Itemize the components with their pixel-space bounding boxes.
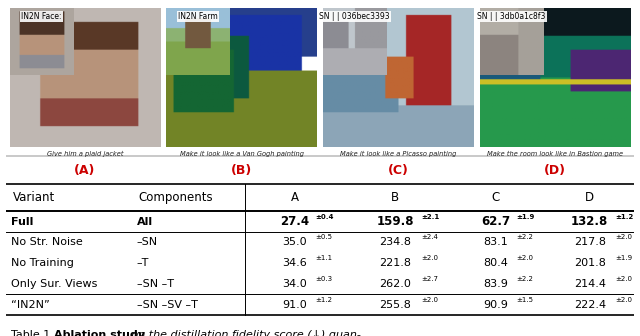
Text: 27.4: 27.4 xyxy=(280,215,310,228)
Text: IN2N Face:: IN2N Face: xyxy=(21,12,61,21)
Text: ±2.0: ±2.0 xyxy=(421,255,438,261)
Text: A: A xyxy=(291,191,299,204)
Text: Ablation study: Ablation study xyxy=(54,330,145,336)
Text: ±1.1: ±1.1 xyxy=(316,255,333,261)
Text: 201.8: 201.8 xyxy=(573,258,605,268)
Text: Table 1.: Table 1. xyxy=(12,330,58,336)
Text: ±2.2: ±2.2 xyxy=(516,235,533,241)
Text: ±2.7: ±2.7 xyxy=(421,276,438,282)
Text: Make it look like a Van Gogh painting: Make it look like a Van Gogh painting xyxy=(180,151,303,157)
Text: (D): (D) xyxy=(544,164,566,177)
Text: (B): (B) xyxy=(231,164,252,177)
Text: ±2.0: ±2.0 xyxy=(421,297,438,303)
Text: 222.4: 222.4 xyxy=(573,300,605,309)
Text: Give him a plaid jacket: Give him a plaid jacket xyxy=(47,151,123,157)
Text: 91.0: 91.0 xyxy=(282,300,307,309)
Text: ±2.2: ±2.2 xyxy=(516,276,533,282)
Text: ±1.2: ±1.2 xyxy=(616,214,634,220)
Text: ±2.4: ±2.4 xyxy=(421,235,438,241)
Text: 35.0: 35.0 xyxy=(283,237,307,247)
Text: No Training: No Training xyxy=(12,258,74,268)
Text: –SN: –SN xyxy=(137,237,158,247)
Text: –SN –SV –T: –SN –SV –T xyxy=(137,300,198,309)
Text: Variant: Variant xyxy=(13,191,55,204)
Text: Full: Full xyxy=(12,217,34,226)
Text: Only Sur. Views: Only Sur. Views xyxy=(12,279,98,289)
Text: 83.9: 83.9 xyxy=(483,279,508,289)
Text: B: B xyxy=(391,191,399,204)
Text: 62.7: 62.7 xyxy=(481,215,510,228)
Text: ±1.9: ±1.9 xyxy=(616,255,632,261)
Text: SN | | 036bec3393: SN | | 036bec3393 xyxy=(319,12,390,21)
Text: ±2.0: ±2.0 xyxy=(516,255,533,261)
Text: Components: Components xyxy=(138,191,212,204)
Text: 83.1: 83.1 xyxy=(483,237,508,247)
Text: 262.0: 262.0 xyxy=(380,279,412,289)
Text: All: All xyxy=(137,217,153,226)
Text: 221.8: 221.8 xyxy=(380,258,412,268)
Text: ±1.2: ±1.2 xyxy=(316,297,333,303)
Text: No Str. Noise: No Str. Noise xyxy=(12,237,83,247)
Text: IN2N Farm: IN2N Farm xyxy=(178,12,218,21)
Text: 90.9: 90.9 xyxy=(483,300,508,309)
Text: ±1.5: ±1.5 xyxy=(516,297,533,303)
Text: “IN2N”: “IN2N” xyxy=(12,300,50,309)
Text: ±2.1: ±2.1 xyxy=(421,214,439,220)
Text: 234.8: 234.8 xyxy=(380,237,412,247)
Text: ±2.0: ±2.0 xyxy=(616,297,632,303)
Text: ±2.0: ±2.0 xyxy=(616,235,632,241)
Text: ±0.3: ±0.3 xyxy=(316,276,333,282)
Text: ±2.0: ±2.0 xyxy=(616,276,632,282)
Text: 132.8: 132.8 xyxy=(571,215,609,228)
Text: (C): (C) xyxy=(388,164,409,177)
Text: C: C xyxy=(492,191,500,204)
Text: 214.4: 214.4 xyxy=(573,279,605,289)
Text: D: D xyxy=(585,191,595,204)
Text: on the distillation fidelity score (↓) quan-: on the distillation fidelity score (↓) q… xyxy=(129,330,361,336)
Text: 159.8: 159.8 xyxy=(376,215,414,228)
Text: Make it look like a Picasso painting: Make it look like a Picasso painting xyxy=(340,151,456,157)
Text: ±1.9: ±1.9 xyxy=(516,214,534,220)
Text: 34.6: 34.6 xyxy=(282,258,307,268)
Text: Make the room look like in Bastion game: Make the room look like in Bastion game xyxy=(487,151,623,157)
Text: 80.4: 80.4 xyxy=(483,258,508,268)
Text: 255.8: 255.8 xyxy=(380,300,412,309)
Text: ±0.5: ±0.5 xyxy=(316,235,333,241)
Text: 217.8: 217.8 xyxy=(573,237,605,247)
Text: –T: –T xyxy=(137,258,149,268)
Text: SN | | 3db0a1c8f3: SN | | 3db0a1c8f3 xyxy=(477,12,546,21)
Text: ±0.4: ±0.4 xyxy=(316,214,334,220)
Text: 34.0: 34.0 xyxy=(282,279,307,289)
Text: (A): (A) xyxy=(74,164,95,177)
Text: –SN –T: –SN –T xyxy=(137,279,174,289)
